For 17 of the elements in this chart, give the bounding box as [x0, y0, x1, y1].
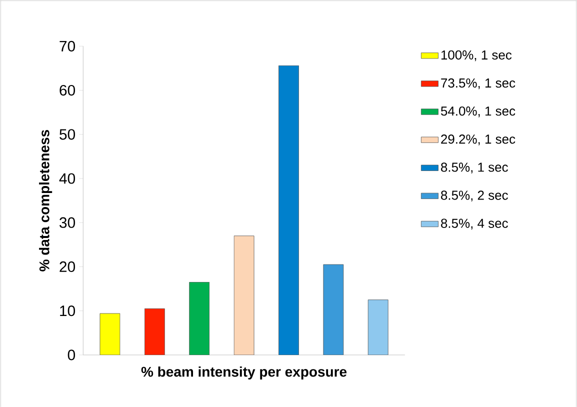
y-tick-label: 40 [59, 173, 76, 184]
legend-label: 73.5%, 1 sec [441, 78, 516, 90]
y-tick-label: 0 [68, 350, 76, 360]
y-tick-label: 60 [60, 84, 76, 96]
y-axis-title: % data completeness [39, 130, 52, 272]
legend-label: 8.5%, 1 sec [441, 162, 508, 174]
y-tick-label: 50 [60, 129, 76, 140]
y-tick-label: 70 [60, 40, 76, 52]
legend-label: 100%, 1 sec [441, 50, 512, 62]
x-axis-title: % beam intensity per exposure [141, 366, 347, 380]
legend-label: 8.5%, 4 sec [441, 218, 508, 230]
legend-label: 8.5%, 2 sec [441, 190, 508, 202]
y-tick-label: 20 [60, 261, 76, 272]
y-tick-label: 30 [60, 217, 76, 228]
legend-label: 29.2%, 1 sec [441, 134, 516, 146]
legend-label: 54.0%, 1 sec [440, 106, 516, 118]
y-tick-label: 10 [60, 305, 76, 316]
